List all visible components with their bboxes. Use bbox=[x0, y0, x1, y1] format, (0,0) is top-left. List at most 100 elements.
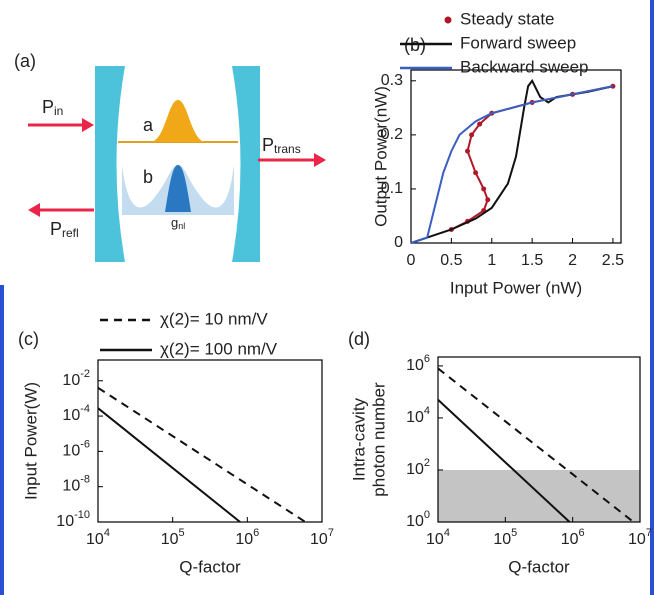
label: Ptrans bbox=[262, 135, 301, 156]
tick-exponent: -4 bbox=[80, 403, 90, 415]
tick-exponent: 5 bbox=[511, 527, 517, 539]
label: Pin bbox=[42, 97, 63, 118]
label: Prefl bbox=[50, 219, 79, 240]
tick-base: 10 bbox=[406, 409, 424, 426]
label: a bbox=[143, 115, 154, 135]
label-sub: nl bbox=[178, 221, 185, 231]
x-axis-label: Q-factor bbox=[179, 557, 241, 576]
tick-base: 10 bbox=[62, 407, 80, 424]
data-point bbox=[465, 148, 471, 154]
tick-exponent: 4 bbox=[424, 405, 430, 417]
tick-base: 10 bbox=[62, 372, 80, 389]
plot-frame bbox=[437, 356, 641, 523]
tick-label: 0.2 bbox=[381, 126, 403, 143]
tick-exponent: 6 bbox=[253, 527, 259, 539]
tick-label: 105 bbox=[493, 527, 517, 548]
tick-exponent: 7 bbox=[646, 527, 652, 539]
tick-label: 104 bbox=[86, 527, 110, 548]
tick-label: 0 bbox=[407, 252, 416, 269]
border bbox=[650, 0, 654, 595]
mirror bbox=[95, 66, 125, 262]
border bbox=[0, 285, 4, 595]
series-line bbox=[450, 85, 614, 231]
legend-marker bbox=[444, 16, 452, 24]
tick-base: 10 bbox=[493, 531, 511, 548]
tick-base: 10 bbox=[561, 531, 579, 548]
tick-exponent: 7 bbox=[328, 527, 334, 539]
tick-label: 10-2 bbox=[62, 368, 90, 389]
data-point bbox=[481, 186, 487, 192]
tick-label: 106 bbox=[235, 527, 259, 548]
tick-base: 10 bbox=[426, 531, 444, 548]
tick-base: 10 bbox=[310, 531, 328, 548]
label: b bbox=[143, 167, 153, 187]
tick-exponent: 4 bbox=[104, 527, 110, 539]
tick-label: 0 bbox=[394, 234, 403, 251]
mode-b-peak bbox=[165, 165, 191, 212]
panel-label: (d) bbox=[348, 329, 370, 349]
tick-exponent: 2 bbox=[424, 457, 430, 469]
x-axis-label: Input Power (nW) bbox=[450, 278, 582, 297]
tick-base: 10 bbox=[62, 443, 80, 460]
tick-exponent: -6 bbox=[80, 438, 90, 450]
tick-exponent: -2 bbox=[80, 368, 90, 380]
tick-base: 10 bbox=[86, 531, 104, 548]
tick-label: 2 bbox=[568, 252, 577, 269]
label-sub: trans bbox=[274, 142, 301, 156]
plot-frame bbox=[97, 359, 323, 523]
label-base: P bbox=[50, 219, 62, 239]
tick-exponent: -10 bbox=[74, 509, 90, 521]
panel-label: (a) bbox=[14, 51, 36, 71]
tick-exponent: 4 bbox=[444, 527, 450, 539]
tick-label: 100 bbox=[406, 509, 430, 530]
legend-label: χ(2)= 100 nm/V bbox=[160, 339, 278, 358]
label-sub: in bbox=[54, 104, 63, 118]
label-base: g bbox=[171, 215, 178, 230]
arrowhead bbox=[82, 118, 94, 132]
tick-label: 10-10 bbox=[56, 509, 90, 530]
tick-label: 0.1 bbox=[381, 180, 403, 197]
y-axis-label: photon number bbox=[369, 382, 388, 497]
legend-label: Backward sweep bbox=[460, 57, 589, 76]
tick-label: 1.5 bbox=[521, 252, 543, 269]
tick-exponent: 6 bbox=[424, 353, 430, 365]
tick-base: 10 bbox=[235, 531, 253, 548]
series-line bbox=[97, 386, 306, 523]
y-axis-label: Intra-cavity bbox=[349, 397, 368, 481]
tick-label: 1 bbox=[487, 252, 496, 269]
data-point bbox=[477, 121, 483, 127]
tick-label: 106 bbox=[561, 527, 585, 548]
tick-base: 10 bbox=[62, 478, 80, 495]
series-line bbox=[97, 407, 241, 523]
tick-exponent: 0 bbox=[424, 509, 430, 521]
tick-base: 10 bbox=[406, 357, 424, 374]
data-point bbox=[485, 197, 491, 203]
y-axis-label: Input Power(W) bbox=[21, 382, 40, 500]
shaded-band bbox=[438, 469, 640, 522]
y-axis-label: Output Power(nW) bbox=[371, 86, 390, 227]
series-line bbox=[437, 399, 571, 523]
tick-label: 10-4 bbox=[62, 403, 90, 424]
tick-label: 104 bbox=[426, 527, 450, 548]
arrowhead bbox=[314, 153, 326, 167]
tick-label: 104 bbox=[406, 405, 430, 426]
tick-label: 10-6 bbox=[62, 438, 90, 459]
label-base: P bbox=[262, 135, 274, 155]
tick-base: 10 bbox=[56, 513, 74, 530]
cavity-diagram: (a) Pin a b gnl Prefl Ptrans bbox=[14, 51, 326, 262]
series-line bbox=[410, 85, 614, 244]
tick-exponent: -8 bbox=[80, 474, 90, 486]
legend-label: χ(2)= 10 nm/V bbox=[160, 309, 268, 328]
legend-label: Steady state bbox=[460, 9, 555, 28]
label-base: P bbox=[42, 97, 54, 117]
tick-label: 10-8 bbox=[62, 474, 90, 495]
label-sub: refl bbox=[62, 226, 79, 240]
panel-label: (c) bbox=[18, 329, 39, 349]
series-line bbox=[410, 78, 614, 244]
tick-label: 107 bbox=[310, 527, 334, 548]
label: gnl bbox=[171, 215, 185, 231]
tick-label: 107 bbox=[628, 527, 652, 548]
tick-base: 10 bbox=[628, 531, 646, 548]
tick-label: 106 bbox=[406, 353, 430, 374]
